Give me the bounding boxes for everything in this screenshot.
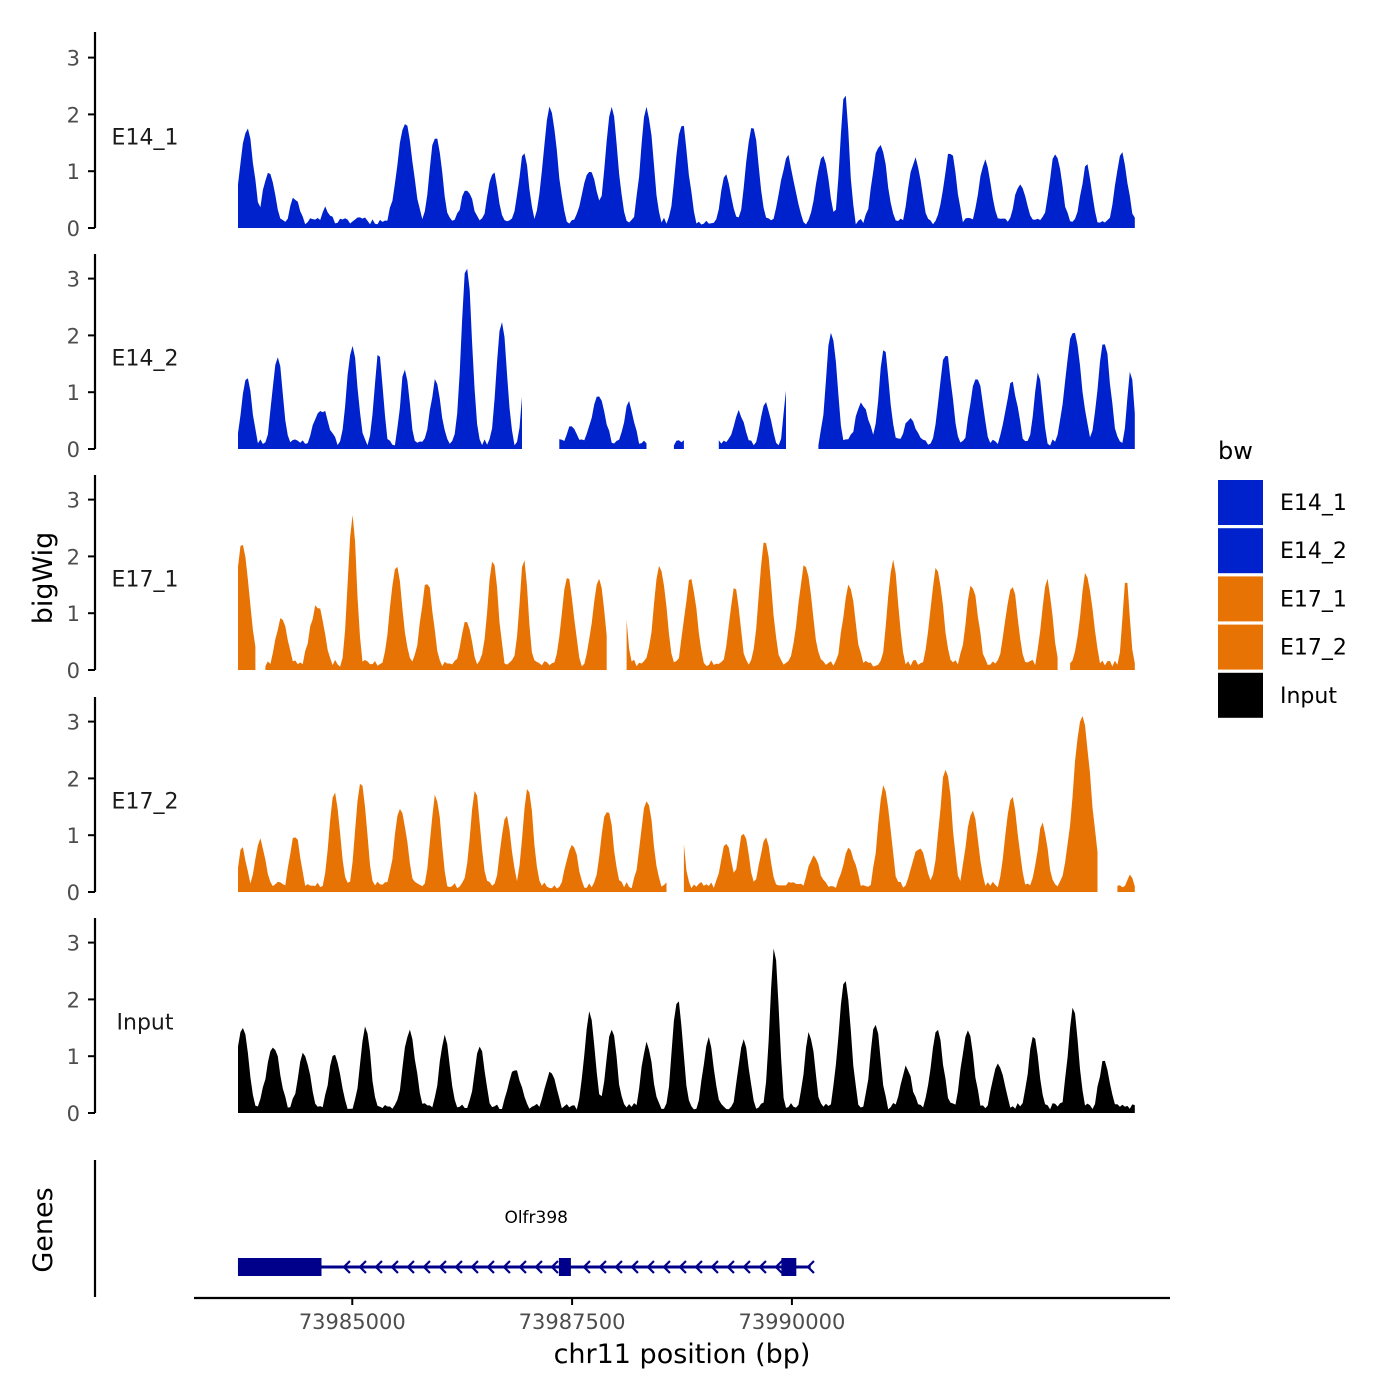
- signal-area-E14_2-3: [718, 390, 786, 449]
- strand-arrow: [390, 1260, 399, 1274]
- y-tick-label-Input-0: 0: [67, 1102, 80, 1126]
- x-axis: 73985000 73987500 73990000: [194, 1296, 1170, 1334]
- legend-title: bw: [1218, 437, 1253, 465]
- gene-Olfr398: Olfr398: [237, 1208, 815, 1276]
- strand-arrow: [646, 1260, 655, 1274]
- strand-arrow: [742, 1260, 751, 1274]
- strand-arrow: [502, 1260, 511, 1274]
- x-tick-label-73990000: 73990000: [738, 1310, 845, 1334]
- strand-arrow: [614, 1260, 623, 1274]
- signal-area-E17_2-1: [683, 716, 1098, 892]
- strand-arrow: [438, 1260, 447, 1274]
- y-tick-label-E14_2-2: 2: [67, 324, 80, 348]
- signal-area-E14_2-2: [673, 440, 684, 449]
- strand-arrow: [582, 1260, 591, 1274]
- strand-arrow: [806, 1260, 815, 1274]
- strand-arrow: [694, 1260, 703, 1274]
- strand-arrow: [630, 1260, 639, 1274]
- signal-area-E17_1-1: [265, 515, 607, 670]
- signal-area-E14_2-4: [818, 332, 1135, 449]
- track-Input: 0 1 2 3 Input: [67, 918, 1135, 1126]
- genes-axis-title: Genes: [28, 1187, 59, 1272]
- strand-arrow: [374, 1260, 383, 1274]
- y-axis-title: bigWig: [28, 532, 59, 625]
- signal-area-E17_2-2: [1117, 874, 1135, 892]
- legend-label-Input: Input: [1280, 684, 1337, 709]
- strand-arrow: [534, 1260, 543, 1274]
- strand-arrow: [486, 1260, 495, 1274]
- strand-arrow: [710, 1260, 719, 1274]
- strand-arrow: [342, 1260, 351, 1274]
- genes-layer: Olfr398: [93, 1160, 815, 1297]
- y-tick-label-E14_1-3: 3: [67, 47, 80, 71]
- legend-label-E17_2: E17_2: [1280, 636, 1347, 661]
- y-tick-label-Input-2: 2: [67, 988, 80, 1012]
- signal-area-E14_1-0: [238, 95, 1135, 228]
- track-label-E14_1: E14_1: [112, 125, 179, 150]
- strand-arrow: [774, 1260, 783, 1274]
- strand-arrow: [662, 1260, 671, 1274]
- legend-key-E17_1: [1218, 576, 1263, 622]
- exon-Olfr398-0: [237, 1258, 322, 1276]
- signal-area-E17_1-0: [238, 545, 256, 670]
- track-E17_2: 0 1 2 3 E17_2: [67, 697, 1135, 905]
- legend-key-E14_1: [1218, 480, 1263, 525]
- legend-key-E17_2: [1218, 624, 1263, 670]
- track-label-Input: Input: [117, 1010, 174, 1035]
- y-tick-label-Input-3: 3: [67, 932, 80, 956]
- y-tick-label-E14_1-0: 0: [67, 217, 80, 241]
- track-label-E17_1: E17_1: [112, 567, 179, 592]
- legend-label-E14_2: E14_2: [1280, 539, 1347, 564]
- signal-area-E14_2-1: [559, 396, 647, 449]
- exon-Olfr398-2: [781, 1258, 797, 1276]
- y-tick-label-E17_2-1: 1: [67, 824, 80, 848]
- track-label-E17_2: E17_2: [112, 789, 179, 814]
- y-tick-label-E17_1-1: 1: [67, 602, 80, 626]
- y-tick-label-E14_1-1: 1: [67, 160, 80, 184]
- strand-arrow: [550, 1260, 559, 1274]
- track-label-E14_2: E14_2: [112, 346, 179, 371]
- y-tick-label-E17_1-3: 3: [67, 489, 80, 513]
- signal-area-E14_2-0: [238, 268, 522, 449]
- strand-arrow: [758, 1260, 767, 1274]
- track-E14_1: 0 1 2 3 E14_1: [67, 32, 1135, 241]
- gene-name-Olfr398: Olfr398: [504, 1208, 568, 1228]
- signal-area-E17_1-3: [1070, 572, 1135, 670]
- tracks-layer: 0 1 2 3 E14_1 0 1 2 3 E14_2 0 1 2 3 E17_1 0 1 2 3 E17_2 0 1 2 3…: [67, 32, 1135, 1126]
- y-tick-label-E17_2-2: 2: [67, 767, 80, 791]
- legend-key-E14_2: [1218, 528, 1263, 574]
- exon-Olfr398-1: [558, 1258, 571, 1276]
- y-tick-label-E14_2-0: 0: [67, 438, 80, 462]
- y-tick-label-E17_2-3: 3: [67, 711, 80, 735]
- strand-arrow: [454, 1260, 463, 1274]
- strand-arrow: [406, 1260, 415, 1274]
- y-tick-label-E14_1-2: 2: [67, 103, 80, 127]
- strand-arrow: [470, 1260, 479, 1274]
- x-tick-label-73987500: 73987500: [519, 1310, 626, 1334]
- legend-key-Input: [1218, 672, 1263, 718]
- strand-arrow: [678, 1260, 687, 1274]
- legend-label-E17_1: E17_1: [1280, 587, 1347, 612]
- strand-arrow: [422, 1260, 431, 1274]
- x-tick-label-73985000: 73985000: [299, 1310, 406, 1334]
- signal-area-E17_2-0: [238, 783, 667, 892]
- strand-arrow: [598, 1260, 607, 1274]
- track-E14_2: 0 1 2 3 E14_2: [67, 254, 1135, 462]
- strand-arrow: [518, 1260, 527, 1274]
- x-axis-title: chr11 position (bp): [554, 1339, 811, 1370]
- y-tick-label-E17_1-0: 0: [67, 659, 80, 683]
- signal-area-E17_1-2: [626, 542, 1058, 670]
- y-tick-label-E17_1-2: 2: [67, 545, 80, 569]
- legend-label-E14_1: E14_1: [1280, 491, 1347, 516]
- y-tick-label-E17_2-0: 0: [67, 881, 80, 905]
- y-tick-label-E14_2-3: 3: [67, 268, 80, 292]
- strand-arrow: [726, 1260, 735, 1274]
- legend: bw E14_1 E14_2 E17_1 E17_2 Input: [1218, 437, 1347, 718]
- y-tick-label-E14_2-1: 1: [67, 381, 80, 405]
- y-tick-label-Input-1: 1: [67, 1045, 80, 1069]
- track-E17_1: 0 1 2 3 E17_1: [67, 475, 1135, 683]
- strand-arrow: [358, 1260, 367, 1274]
- signal-area-Input-0: [238, 948, 1135, 1113]
